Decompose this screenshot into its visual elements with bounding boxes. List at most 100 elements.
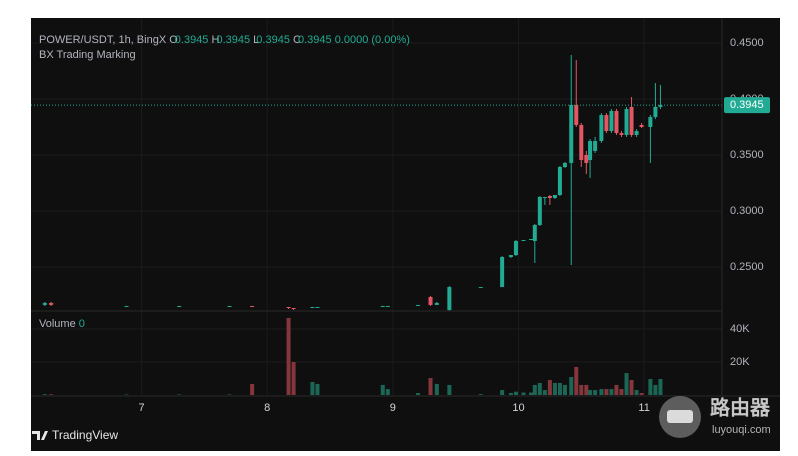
x-tick-label: 10 [512,402,524,414]
ohlc-label: C [293,34,301,46]
candle-body [547,195,552,199]
ohlc-label: L [253,34,259,46]
volume-bar [529,392,534,395]
candle-body [579,124,584,161]
candle-body [658,105,663,107]
volume-bar [532,384,537,395]
volume-bar [315,383,320,395]
candle-body [588,141,593,161]
candle-body [447,287,452,310]
volume-bar [415,393,420,395]
volume-bar [629,379,634,395]
brand-name: TradingView [52,428,118,442]
candle-body [574,105,579,125]
ohlc-value: 0.3945 [175,34,209,46]
volume-bar [478,394,483,395]
y-tick-label: 0.3000 [730,205,764,217]
candle-body [521,240,526,242]
candle-body [227,305,232,307]
volume-bar [291,361,296,395]
candle-body [639,124,644,128]
y-tick-label: 0.2500 [730,261,764,273]
plot [31,54,722,396]
candle-body [557,166,562,195]
volume-legend: Volume 0 [39,318,85,330]
candle-body [609,110,614,132]
y-tick-label: 0.3500 [730,149,764,161]
last-price-label: 0.3945 [730,99,764,111]
volume-bar [619,389,624,395]
candle-body [315,306,320,308]
volume-bar [599,389,604,395]
candle-body [552,194,557,199]
candle-body [624,108,629,135]
candle-body [49,302,54,305]
candle-body [593,141,598,151]
volume-bar [380,384,385,395]
volume-bar [547,379,552,395]
volume-bar [428,378,433,395]
volume-bar [588,390,593,395]
candle-body [542,196,547,199]
candle-body [634,131,639,135]
volume-bar [42,394,47,395]
candle-body [532,224,537,242]
candle-body [599,115,604,142]
volume-tick-label: 40K [730,323,750,335]
ohlc-value: 0.3945 [256,34,290,46]
volume-bar [584,384,589,395]
volume-bar [579,384,584,395]
volume-bar [593,390,598,395]
ohlc-value: 0.3945 [216,34,250,46]
volume-bar [634,390,639,395]
candle-body [537,196,542,225]
volume-bar [447,384,452,395]
ohlc-label: O [169,34,178,46]
volume-bar [521,392,526,395]
volume-bar [508,393,513,395]
candle-body [291,307,296,309]
watermark-icon-router [667,410,693,423]
candle-body [529,238,534,241]
candle-body [500,257,505,288]
candle-body [286,306,291,308]
volume-bar [569,377,574,395]
volume-bar [542,390,547,395]
y-tick-label: 0.4500 [730,37,764,49]
volume-bar [49,394,54,395]
candle-body [434,302,439,305]
volume-bar [500,390,505,395]
volume-title: Volume [39,318,76,330]
volume-bar [434,383,439,395]
candle-body [629,106,634,135]
candle-body [653,106,658,118]
volume-bar [552,382,557,395]
volume-bar [557,382,562,395]
ohlc-label: H [212,34,220,46]
volume-bar [562,384,567,395]
volume-bar [250,383,255,395]
volume-bar [658,378,663,395]
candle-body [604,115,609,132]
candle-body [619,133,624,135]
volume-bar [124,394,129,396]
volume-bar [537,382,542,395]
candle-body [513,241,518,256]
volume-tick-label: 20K [730,356,750,368]
candle-body [385,305,390,307]
symbol: POWER/USDT, 1h, BingX [39,34,167,46]
candle-body [42,302,47,305]
legend: POWER/USDT, 1h, BingX O0.3945 H0.3945 L0… [39,34,410,46]
candle-body [380,305,385,307]
candle-body [428,297,433,305]
x-tick-label: 7 [138,402,144,414]
candle-body [562,162,567,167]
volume-value: 0 [79,318,85,330]
candle-body [478,287,483,289]
volume-bar [648,378,653,395]
volume-bar [227,394,232,396]
volume-bar [574,366,579,395]
chart-background [31,18,780,451]
